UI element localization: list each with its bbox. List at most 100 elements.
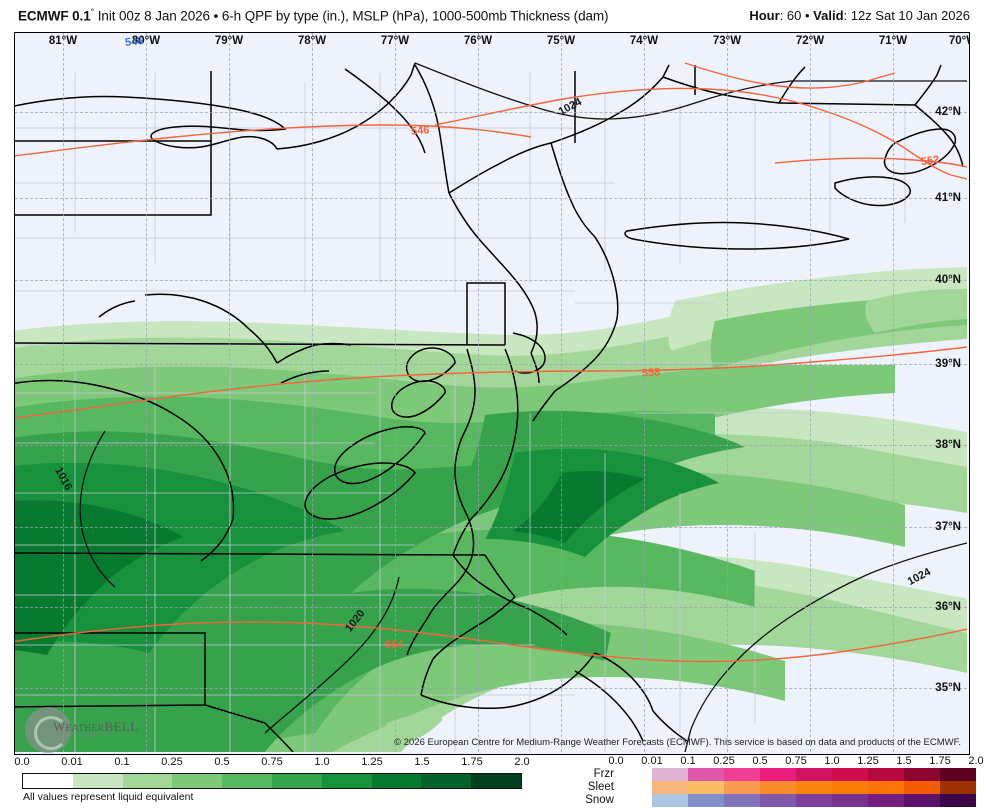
mslp-1024-north [414,62,792,120]
contour-label-546-blue: 546 [124,35,144,49]
frzr-swatch-3 [760,768,796,781]
lon-label-72w: 72°W [795,35,825,47]
sleet-swatch-5 [832,781,868,794]
valid-value: : 12z Sat 10 Jan 2026 [843,8,970,23]
snow-swatch-1 [688,794,724,807]
qpf-shading-layer [15,267,967,752]
qpf-tick-5: 0.75 [261,756,283,768]
qpf-core-125b [513,471,645,543]
qpf-tick-row: 0.0 0.01 0.1 0.25 0.5 0.75 1.0 1.25 1.5 … [14,756,529,770]
ptype-tick-10: 2.0 [968,755,984,767]
ptype-tick-7: 1.25 [857,755,879,767]
valid-label: Valid [813,8,844,23]
logo-w: W [53,719,66,734]
ptype-tick-8: 1.5 [896,755,912,767]
frzr-swatch-1 [688,768,724,781]
snow-swatch-2 [724,794,760,807]
lon-label-71w: 71°W [878,35,908,47]
mslp-1016 [79,430,116,588]
frzr-swatch-6 [868,768,904,781]
qpf-swatch-5 [271,774,322,788]
qpf-core-125 [15,500,183,655]
qpf-swatch-1 [72,774,123,788]
sleet-swatch-0 [652,781,688,794]
lat-label-41n: 41°N [935,192,961,204]
header-bar: ECMWF 0.1° Init 00z 8 Jan 2026 • 6-h QPF… [0,0,984,32]
qpf-swatch-6 [321,774,372,788]
ptype-tick-4: 0.5 [752,755,768,767]
logo-bell: BELL [104,719,139,734]
ptype-tick-3: 0.25 [713,755,735,767]
model-name: ECMWF 0.1 [18,8,91,24]
lon-label-80w: 80°W [131,35,161,47]
qpf-swatch-7 [371,774,422,788]
snow-swatch-7 [904,794,940,807]
qpf-swatch-4 [222,774,272,788]
snow-colorbar[interactable] [652,794,976,807]
lat-label-35n: 35°N [935,682,961,694]
contour-label-558: 558 [641,366,661,380]
mslp-contour-layer [79,62,967,752]
logo-wordmark: WEATHERBELL [53,719,139,735]
snow-swatch-8 [940,794,976,807]
ptype-tick-6: 1.0 [824,755,840,767]
qpf-swatch-8 [421,774,472,788]
lon-label-75w: 75°W [546,35,576,47]
forecast-map[interactable]: 81°W 80°W 79°W 78°W 77°W 76°W 75°W 74°W … [14,32,970,755]
lat-label-42n: 42°N [935,106,961,118]
lat-label-37n: 37°N [935,521,961,533]
sleet-swatch-3 [760,781,796,794]
qpf-colorbar[interactable] [22,773,522,789]
qpf-swatch-3 [172,774,223,788]
qpf-tick-6: 1.0 [314,756,330,768]
snow-swatch-5 [832,794,868,807]
thickness-546 [15,124,532,157]
frzr-swatch-8 [940,768,976,781]
snow-swatch-4 [796,794,832,807]
sleet-swatch-4 [796,781,832,794]
thickness-558 [15,346,967,419]
contour-label-552: 552 [920,153,941,169]
thickness-contour-layer [15,62,967,663]
thickness-570 [684,62,896,89]
lon-label-77w: 77°W [380,35,410,47]
sleet-swatch-8 [940,781,976,794]
contour-label-546: 546 [410,124,430,138]
frzr-colorbar[interactable] [652,768,976,781]
lat-label-38n: 38°N [935,439,961,451]
sleet-swatch-2 [724,781,760,794]
weatherbell-logo: WEATHERBELL Analytics LLC [23,705,138,754]
map-canvas: 81°W 80°W 79°W 78°W 77°W 76°W 75°W 74°W … [15,33,969,754]
lon-label-78w: 78°W [297,35,327,47]
qpf-legend[interactable]: 0.0 0.01 0.1 0.25 0.5 0.75 1.0 1.25 1.5 … [14,755,529,808]
lon-label-79w: 79°W [214,35,244,47]
frzr-swatch-2 [724,768,760,781]
qpf-patch-c [865,289,967,333]
lon-label-76w: 76°W [463,35,493,47]
qpf-tick-10: 2.0 [514,756,530,768]
contour-label-564: 564 [384,638,404,652]
snow-swatch-3 [760,794,796,807]
qpf-tick-0: 0.0 [14,756,30,768]
ptype-tick-1: 0.01 [641,755,663,767]
ptype-row-label-snow: Snow [585,794,614,806]
logo-eather: EATHER [65,724,105,734]
ptype-row-label-frzr: Frzr [593,768,614,780]
spiral-icon [25,707,71,753]
header-title: ECMWF 0.1° Init 00z 8 Jan 2026 • 6-h QPF… [18,7,609,24]
ptype-tick-row: 0.0 0.01 0.1 0.25 0.5 0.75 1.0 1.25 1.5 … [608,755,983,769]
hour-value: : 60 • [779,8,814,23]
ptype-tick-5: 0.75 [785,755,807,767]
lon-label-73w: 73°W [712,35,742,47]
qpf-swatch-0 [23,774,73,788]
qpf-tick-9: 1.75 [461,756,483,768]
sleet-colorbar[interactable] [652,781,976,794]
ptype-row-label-sleet: Sleet [587,781,614,793]
ptype-tick-9: 1.75 [929,755,951,767]
ptype-legend[interactable]: 0.0 0.01 0.1 0.25 0.5 0.75 1.0 1.25 1.5 … [585,755,984,808]
mslp-1020 [264,576,400,734]
qpf-tick-8: 1.5 [414,756,430,768]
qpf-swatch-9 [471,774,521,788]
header-description: Init 00z 8 Jan 2026 • 6-h QPF by type (i… [94,8,609,24]
qpf-tick-7: 1.25 [361,756,383,768]
